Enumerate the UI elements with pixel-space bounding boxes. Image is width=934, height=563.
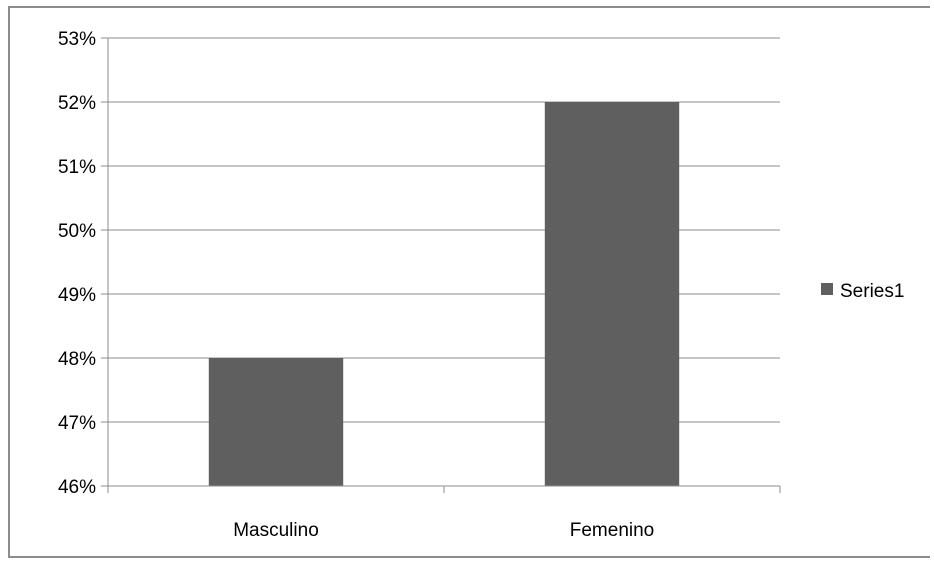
bar-femenino: [544, 102, 680, 486]
y-tick-label: 52%: [58, 93, 96, 114]
legend-swatch: [821, 283, 833, 295]
bars: [208, 102, 680, 486]
y-tick-label: 51%: [58, 157, 96, 178]
chart-frame: [8, 6, 930, 558]
y-tick-label: 46%: [58, 477, 96, 498]
legend-label: Series1: [840, 281, 904, 302]
legend: Series1: [821, 281, 904, 302]
x-tick-label: Femenino: [570, 520, 655, 541]
y-tick-labels: 46% 47% 48% 49% 50% 51% 52% 53%: [58, 29, 96, 498]
y-tick-label: 48%: [58, 349, 96, 370]
bar-masculino: [208, 358, 344, 486]
y-tick-label: 50%: [58, 221, 96, 242]
y-tick-label: 53%: [58, 29, 96, 50]
x-tick-labels: Masculino Femenino: [233, 520, 654, 541]
y-tick-label: 47%: [58, 413, 96, 434]
y-tick-label: 49%: [58, 285, 96, 306]
x-tick-label: Masculino: [233, 520, 319, 541]
axes: [107, 38, 781, 493]
